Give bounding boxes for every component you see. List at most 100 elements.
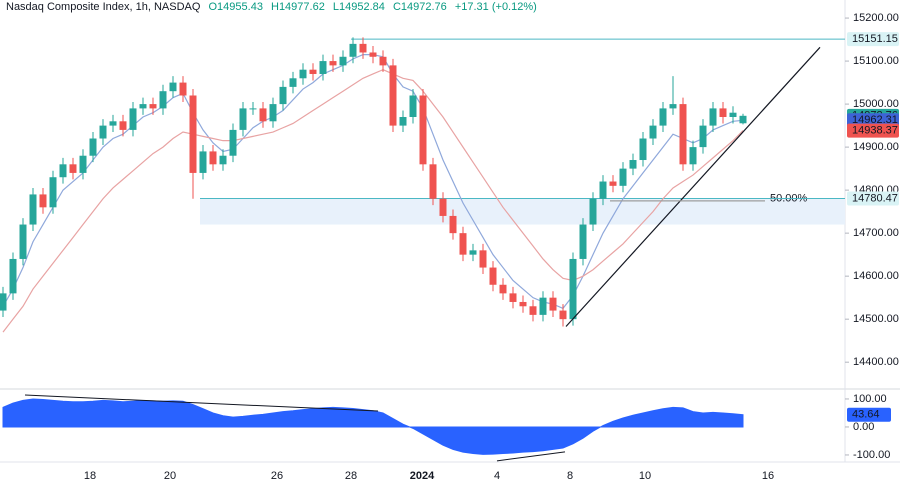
candle-body xyxy=(229,129,237,156)
y-tick-label: 14700.00 xyxy=(853,227,899,239)
candle-body xyxy=(329,61,337,66)
candle-body xyxy=(399,117,407,126)
y-tick-label: 14900.00 xyxy=(853,141,899,153)
candle-body xyxy=(449,215,457,234)
y-tick-label: 15200.00 xyxy=(853,12,899,24)
y-tick-label: 14400.00 xyxy=(853,356,899,368)
y2-tick-label: 0.00 xyxy=(853,421,874,433)
x-tick-label: 4 xyxy=(494,470,500,482)
candle-body xyxy=(29,194,37,225)
ohlc-high: H14977.62 xyxy=(271,1,325,13)
price-badge xyxy=(847,123,899,138)
candle-body xyxy=(349,43,357,57)
price-badge xyxy=(847,191,899,206)
candle-body xyxy=(559,310,567,320)
price-badge-label: 14780.47 xyxy=(852,192,898,204)
candle-body xyxy=(239,108,247,130)
x-tick-label: 18 xyxy=(84,470,96,482)
candle-body xyxy=(579,224,587,259)
candle-body xyxy=(679,104,687,165)
x-tick-label: 10 xyxy=(639,470,651,482)
candle-body xyxy=(259,108,267,122)
candle-body xyxy=(699,125,707,148)
candle-body xyxy=(489,267,497,285)
candle-body xyxy=(99,125,107,139)
candle-body xyxy=(319,61,327,74)
ohlc-low: L14952.84 xyxy=(332,1,385,13)
candle-body xyxy=(649,125,657,139)
candle-body xyxy=(9,258,17,294)
candle-body xyxy=(49,177,57,208)
candle-body xyxy=(539,297,547,315)
indicator-badge xyxy=(847,407,891,422)
candle-body xyxy=(739,115,747,124)
candle-body xyxy=(149,104,157,109)
candle-body xyxy=(39,194,47,208)
y-tick-label: 15100.00 xyxy=(853,55,899,67)
x-tick-label: 28 xyxy=(345,470,357,482)
candle-body xyxy=(209,151,217,165)
candle-body xyxy=(439,198,447,216)
indicator-area xyxy=(2,398,744,455)
candle-body xyxy=(429,164,437,199)
price-badge-label: 15151.15 xyxy=(852,33,898,45)
y2-tick-label: -100.00 xyxy=(853,449,890,461)
candle-body xyxy=(189,95,197,173)
candle-body xyxy=(89,138,97,156)
candle-body xyxy=(629,160,637,169)
ohlc-change: +17.31 (+0.12%) xyxy=(454,1,537,13)
moving-average xyxy=(2,54,744,310)
candle-body xyxy=(619,168,627,186)
candle-body xyxy=(469,250,477,255)
candle-body xyxy=(549,297,557,311)
candle-body xyxy=(569,258,577,320)
trendline xyxy=(565,46,821,327)
candle-body xyxy=(479,250,487,268)
candle-body xyxy=(389,65,397,126)
candle-body xyxy=(589,198,597,225)
indicator-trendline xyxy=(496,451,566,462)
candle-body xyxy=(669,104,677,109)
candle-body xyxy=(119,121,127,130)
candle-body xyxy=(419,95,427,165)
ohlc-close: C14972.76 xyxy=(392,1,447,13)
candle-body xyxy=(249,108,257,110)
candle-body xyxy=(169,82,177,92)
candle-body xyxy=(19,224,27,259)
price-badge-label: 14938.37 xyxy=(852,125,898,137)
candle-body xyxy=(659,108,667,126)
y-tick-label: 15000.00 xyxy=(853,98,899,110)
candle-body xyxy=(289,78,297,87)
y2-tick-label: 100.00 xyxy=(853,393,887,405)
candle-body xyxy=(109,121,117,126)
candle-body xyxy=(499,284,507,294)
symbol-title: Nasdaq Composite Index, 1h, NASDAQ xyxy=(6,1,201,13)
candle-body xyxy=(359,43,367,53)
candle-body xyxy=(709,108,717,126)
price-badge-label: 14962.31 xyxy=(852,114,898,126)
candle-body xyxy=(199,151,207,173)
candle-body xyxy=(269,104,277,122)
y-tick-label: 14500.00 xyxy=(853,313,899,325)
x-tick-label: 26 xyxy=(271,470,283,482)
candle-body xyxy=(379,56,387,66)
x-tick-label: 8 xyxy=(567,470,573,482)
candle-body xyxy=(309,69,317,74)
candle-body xyxy=(409,95,417,118)
ohlc-open: O14955.43 xyxy=(208,1,263,13)
candle-body xyxy=(139,104,147,109)
candle-body xyxy=(59,164,67,178)
candle-body xyxy=(639,138,647,161)
candle-body xyxy=(159,91,167,109)
candle-body xyxy=(689,147,697,165)
candle-body xyxy=(219,155,227,165)
x-tick-label: 2024 xyxy=(410,470,435,482)
candle-body xyxy=(459,233,467,255)
candle-body xyxy=(369,52,377,57)
candle-body xyxy=(129,108,137,130)
candle-body xyxy=(519,301,527,307)
fib-zone xyxy=(200,198,845,225)
candle-body xyxy=(79,155,87,173)
candle-body xyxy=(609,181,617,186)
